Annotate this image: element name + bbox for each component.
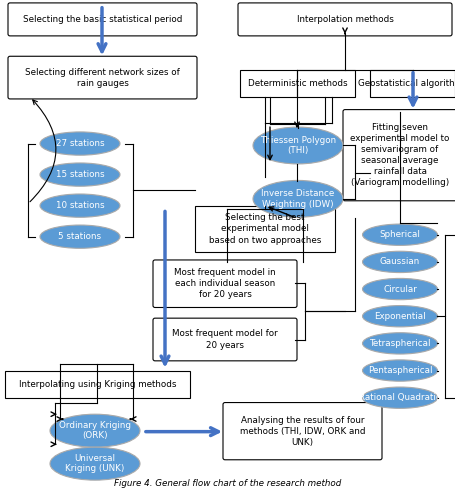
Ellipse shape (253, 127, 343, 164)
FancyBboxPatch shape (370, 70, 455, 97)
Text: Selecting the basic statistical period: Selecting the basic statistical period (23, 15, 182, 24)
Text: Interpolation methods: Interpolation methods (297, 15, 394, 24)
FancyBboxPatch shape (5, 370, 190, 398)
FancyBboxPatch shape (153, 318, 297, 361)
FancyBboxPatch shape (343, 110, 455, 201)
Text: 15 stations: 15 stations (56, 170, 104, 179)
Text: 27 stations: 27 stations (56, 139, 104, 148)
FancyBboxPatch shape (238, 3, 452, 36)
Text: Universal
Kriging (UNK): Universal Kriging (UNK) (66, 454, 125, 473)
FancyBboxPatch shape (153, 260, 297, 308)
Text: Geostatistical algorithms: Geostatistical algorithms (358, 79, 455, 88)
Text: Analysing the results of four
methods (THI, IDW, ORK and
UNK): Analysing the results of four methods (T… (240, 416, 365, 447)
FancyBboxPatch shape (240, 70, 355, 97)
Ellipse shape (363, 360, 438, 381)
FancyBboxPatch shape (8, 3, 197, 36)
Text: Tetraspherical: Tetraspherical (369, 339, 431, 348)
Text: 10 stations: 10 stations (56, 201, 104, 210)
Text: Gaussian: Gaussian (380, 257, 420, 267)
Text: Pentaspherical: Pentaspherical (368, 366, 432, 375)
Ellipse shape (50, 414, 140, 447)
Text: Selecting the best
experimental model
based on two approaches: Selecting the best experimental model ba… (209, 213, 321, 245)
Text: Most frequent model for
20 years: Most frequent model for 20 years (172, 329, 278, 349)
Ellipse shape (363, 387, 438, 408)
Ellipse shape (40, 225, 120, 248)
Text: Thiessen Polygon
(THI): Thiessen Polygon (THI) (260, 136, 336, 155)
Ellipse shape (363, 333, 438, 354)
Text: Interpolating using Kriging methods: Interpolating using Kriging methods (19, 380, 176, 389)
Text: Ordinary Kriging
(ORK): Ordinary Kriging (ORK) (59, 421, 131, 441)
Text: 5 stations: 5 stations (58, 232, 101, 241)
Text: Circular: Circular (383, 285, 417, 294)
Text: Fitting seven
experimental model to
semivariogram of
seasonal average
rainfall d: Fitting seven experimental model to semi… (350, 123, 450, 188)
Ellipse shape (40, 194, 120, 217)
Ellipse shape (40, 132, 120, 155)
Ellipse shape (363, 278, 438, 300)
Ellipse shape (253, 180, 343, 217)
FancyBboxPatch shape (195, 206, 335, 252)
Ellipse shape (363, 224, 438, 245)
Text: Exponential: Exponential (374, 312, 426, 321)
Text: Most frequent model in
each individual season
for 20 years: Most frequent model in each individual s… (174, 268, 276, 299)
Text: Spherical: Spherical (379, 230, 420, 239)
FancyBboxPatch shape (8, 56, 197, 99)
Ellipse shape (40, 163, 120, 186)
Text: Selecting different network sizes of
rain gauges: Selecting different network sizes of rai… (25, 68, 180, 88)
Text: Figure 4. General flow chart of the research method: Figure 4. General flow chart of the rese… (114, 479, 341, 488)
Text: Deterministic methods: Deterministic methods (248, 79, 347, 88)
Ellipse shape (363, 251, 438, 272)
Text: Inverse Distance
Weighting (IDW): Inverse Distance Weighting (IDW) (261, 189, 334, 209)
Ellipse shape (50, 447, 140, 480)
Text: Rational Quadratic: Rational Quadratic (359, 393, 441, 402)
FancyBboxPatch shape (223, 403, 382, 460)
Ellipse shape (363, 306, 438, 327)
